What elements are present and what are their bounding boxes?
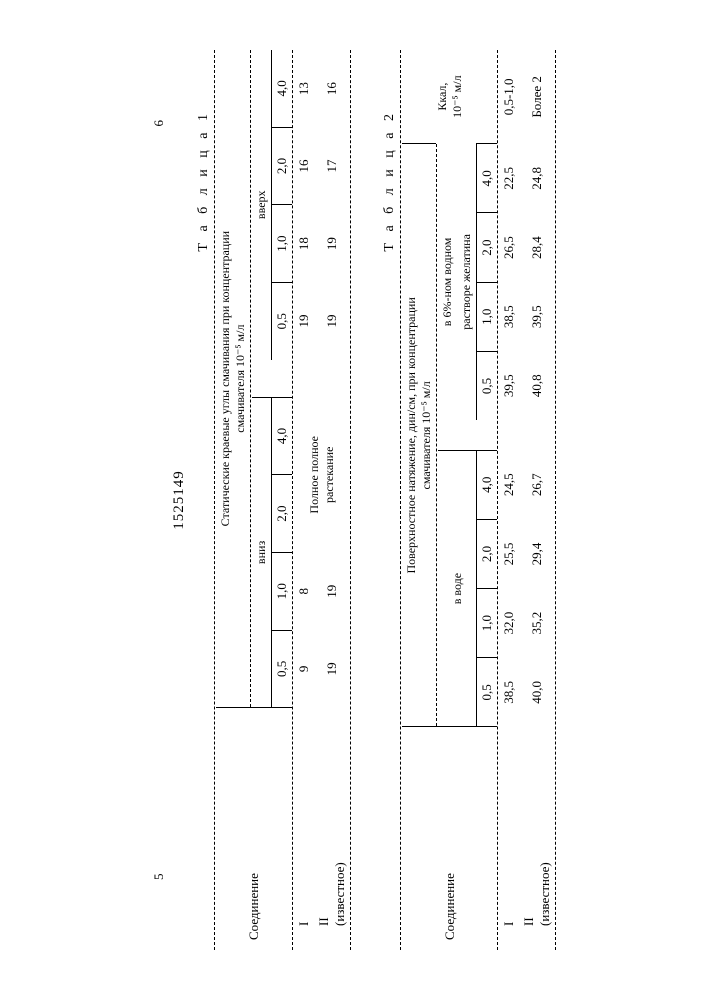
cell: 32,0 (499, 589, 519, 658)
table1-left-header: Соединение (216, 708, 292, 950)
cell: 40,8 (519, 351, 555, 420)
table-row: II (известное) 40,0 35,2 29,4 26,7 40,8 … (519, 50, 555, 950)
table1: Соединение Статические краевые углы смач… (214, 50, 352, 950)
cell: 24,5 (499, 450, 519, 519)
cell: Более 2 (519, 50, 555, 144)
col-header: 1,0 (476, 282, 497, 351)
row-label: II (известное) (314, 708, 350, 950)
cell: 39,5 (519, 282, 555, 351)
cell: 19 (314, 630, 350, 708)
cell: 17 (314, 127, 350, 205)
cell: 24,8 (519, 144, 555, 213)
col-header: 1,0 (271, 552, 292, 630)
page-right: 6 (151, 120, 167, 127)
table2-left-header: Соединение (402, 727, 497, 950)
cell: 25,5 (499, 519, 519, 588)
page-left: 5 (151, 874, 167, 881)
content-rotated: 5 6 1525149 Т а б л и ц а 1 Соединение С… (151, 50, 557, 950)
cell: 26,5 (499, 213, 519, 282)
row-label: I (499, 727, 519, 950)
cell: 13 (294, 50, 314, 127)
table2-main-header: Поверхностное натяжение, дин/см, при кон… (402, 144, 436, 727)
row-label: II (известное) (519, 727, 555, 950)
cell: 38,5 (499, 658, 519, 727)
cell: 22,5 (499, 144, 519, 213)
cell: 16 (294, 127, 314, 205)
page-numbers: 5 6 (151, 50, 167, 950)
col-header: 0,5 (271, 282, 292, 359)
cell: 8 (294, 552, 314, 630)
col-header: 0,5 (271, 630, 292, 708)
table1-group-down: вниз (252, 397, 272, 708)
cell: 39,5 (499, 351, 519, 420)
row-label: I (294, 708, 314, 950)
cell: 18 (294, 205, 314, 283)
col-header: 0,5 (476, 351, 497, 420)
cell: 19 (294, 282, 314, 359)
cell: 40,0 (519, 658, 555, 727)
cell: 0,5-1,0 (499, 50, 519, 144)
table1-group-up: вверх (252, 50, 272, 360)
table2-group-water: в воде (438, 450, 477, 727)
table2-group-gel2: растворе желатина (457, 144, 477, 420)
col-header: 2,0 (271, 127, 292, 205)
col-header: 4,0 (476, 144, 497, 213)
cell: 26,7 (519, 450, 555, 519)
col-header: 4,0 (271, 50, 292, 127)
table2-title: Т а б л и ц а 2 (382, 50, 398, 950)
table2-group-gel: в 6%-ном водном (438, 144, 457, 420)
cell: 19 (314, 282, 350, 359)
cell: 29,4 (519, 519, 555, 588)
cell: 35,2 (519, 589, 555, 658)
col-header: 1,0 (271, 205, 292, 283)
table1-main-header: Статические краевые углы смачивания при … (216, 50, 250, 708)
col-header: 4,0 (271, 397, 292, 475)
col-header: 2,0 (271, 475, 292, 553)
table1-title: Т а б л и ц а 1 (196, 50, 212, 950)
col-header: 1,0 (476, 589, 497, 658)
col-header: 2,0 (476, 213, 497, 282)
table-row: I 38,5 32,0 25,5 24,5 39,5 38,5 26,5 22,… (499, 50, 519, 950)
col-header: 0,5 (476, 658, 497, 727)
cell: 19 (314, 205, 350, 283)
cell: 38,5 (499, 282, 519, 351)
col-header: 2,0 (476, 519, 497, 588)
cell: 28,4 (519, 213, 555, 282)
table-row: I 9 8 Полное полное растекание 19 18 16 … (294, 50, 314, 950)
cell-span: Полное полное растекание (294, 397, 350, 552)
cell: 16 (314, 50, 350, 127)
cell: 9 (294, 630, 314, 708)
cell: 19 (314, 552, 350, 630)
table2: Соединение Поверхностное натяжение, дин/… (400, 50, 557, 950)
document-number: 1525149 (171, 50, 188, 950)
table2-extra-header: Ккал, 10⁻⁵ м/л (402, 50, 497, 144)
col-header: 4,0 (476, 450, 497, 519)
